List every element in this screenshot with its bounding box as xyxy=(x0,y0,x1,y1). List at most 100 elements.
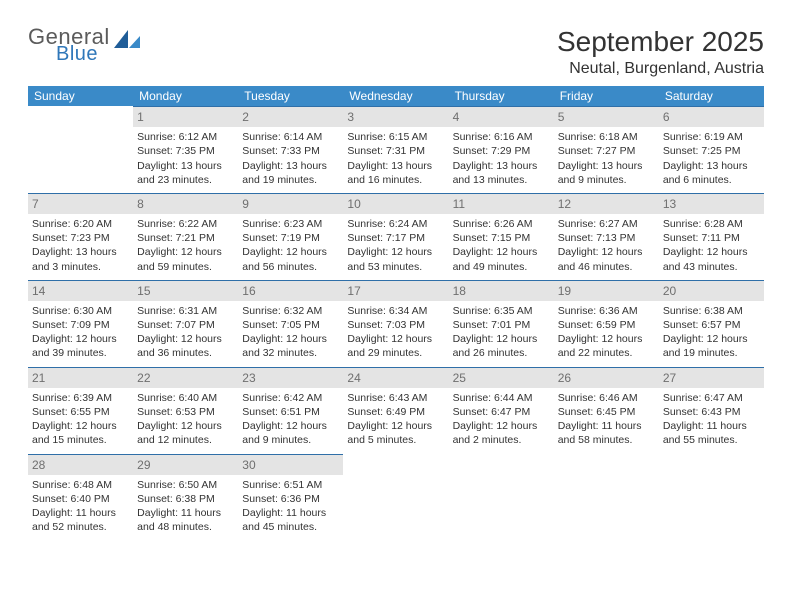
sunset-text: Sunset: 7:17 PM xyxy=(347,231,442,245)
sunrise-text: Sunrise: 6:47 AM xyxy=(663,391,758,405)
day-cell: 7Sunrise: 6:20 AMSunset: 7:23 PMDaylight… xyxy=(28,193,133,280)
day-number: 24 xyxy=(343,367,448,388)
sunrise-text: Sunrise: 6:34 AM xyxy=(347,304,442,318)
sunrise-text: Sunrise: 6:27 AM xyxy=(558,217,653,231)
day-number: 27 xyxy=(659,367,764,388)
day-cell: 25Sunrise: 6:44 AMSunset: 6:47 PMDayligh… xyxy=(449,367,554,454)
day-cell: 20Sunrise: 6:38 AMSunset: 6:57 PMDayligh… xyxy=(659,280,764,367)
weekday-friday: Friday xyxy=(554,86,659,106)
daylight-text: Daylight: 13 hours and 3 minutes. xyxy=(32,245,127,273)
sunrise-text: Sunrise: 6:44 AM xyxy=(453,391,548,405)
sunrise-text: Sunrise: 6:46 AM xyxy=(558,391,653,405)
day-body: Sunrise: 6:15 AMSunset: 7:31 PMDaylight:… xyxy=(345,130,444,187)
week-row: 1Sunrise: 6:12 AMSunset: 7:35 PMDaylight… xyxy=(28,106,764,193)
sunrise-text: Sunrise: 6:36 AM xyxy=(558,304,653,318)
sunset-text: Sunset: 7:07 PM xyxy=(137,318,232,332)
daylight-text: Daylight: 13 hours and 9 minutes. xyxy=(558,159,653,187)
sunrise-text: Sunrise: 6:31 AM xyxy=(137,304,232,318)
daylight-text: Daylight: 11 hours and 55 minutes. xyxy=(663,419,758,447)
sunset-text: Sunset: 6:36 PM xyxy=(242,492,337,506)
sunrise-text: Sunrise: 6:22 AM xyxy=(137,217,232,231)
day-number: 12 xyxy=(554,193,659,214)
daylight-text: Daylight: 13 hours and 19 minutes. xyxy=(242,159,337,187)
daylight-text: Daylight: 12 hours and 46 minutes. xyxy=(558,245,653,273)
sunrise-text: Sunrise: 6:32 AM xyxy=(242,304,337,318)
sunrise-text: Sunrise: 6:15 AM xyxy=(347,130,442,144)
daylight-text: Daylight: 13 hours and 13 minutes. xyxy=(453,159,548,187)
day-body: Sunrise: 6:44 AMSunset: 6:47 PMDaylight:… xyxy=(451,391,550,448)
day-cell: 30Sunrise: 6:51 AMSunset: 6:36 PMDayligh… xyxy=(238,454,343,541)
day-number: 6 xyxy=(659,106,764,127)
sunrise-text: Sunrise: 6:50 AM xyxy=(137,478,232,492)
day-cell xyxy=(659,454,764,541)
sunset-text: Sunset: 7:01 PM xyxy=(453,318,548,332)
sunset-text: Sunset: 7:05 PM xyxy=(242,318,337,332)
day-body: Sunrise: 6:32 AMSunset: 7:05 PMDaylight:… xyxy=(240,304,339,361)
header-row: General Blue September 2025 Neutal, Burg… xyxy=(28,26,764,78)
day-body: Sunrise: 6:34 AMSunset: 7:03 PMDaylight:… xyxy=(345,304,444,361)
day-cell: 10Sunrise: 6:24 AMSunset: 7:17 PMDayligh… xyxy=(343,193,448,280)
weekday-saturday: Saturday xyxy=(659,86,764,106)
day-number: 8 xyxy=(133,193,238,214)
day-cell: 27 Sunrise: 6:47 AMSunset: 6:43 PMDayligh… xyxy=(659,367,764,454)
sunset-text: Sunset: 7:27 PM xyxy=(558,144,653,158)
sunset-text: Sunset: 7:15 PM xyxy=(453,231,548,245)
title-block: September 2025 Neutal, Burgenland, Austr… xyxy=(557,26,764,78)
sunrise-text: Sunrise: 6:30 AM xyxy=(32,304,127,318)
day-cell xyxy=(343,454,448,541)
day-number: 23 xyxy=(238,367,343,388)
day-number: 22 xyxy=(133,367,238,388)
day-body: Sunrise: 6:27 AMSunset: 7:13 PMDaylight:… xyxy=(556,217,655,274)
sunset-text: Sunset: 6:38 PM xyxy=(137,492,232,506)
sunrise-text: Sunrise: 6:23 AM xyxy=(242,217,337,231)
day-body: Sunrise: 6:51 AMSunset: 6:36 PMDaylight:… xyxy=(240,478,339,535)
sunset-text: Sunset: 7:11 PM xyxy=(663,231,758,245)
day-body: Sunrise: 6:26 AMSunset: 7:15 PMDaylight:… xyxy=(451,217,550,274)
day-cell: 11Sunrise: 6:26 AMSunset: 7:15 PMDayligh… xyxy=(449,193,554,280)
logo: General Blue xyxy=(28,26,140,64)
day-body: Sunrise: 6:38 AMSunset: 6:57 PMDaylight:… xyxy=(661,304,760,361)
day-body: Sunrise: 6:14 AMSunset: 7:33 PMDaylight:… xyxy=(240,130,339,187)
sunset-text: Sunset: 7:13 PM xyxy=(558,231,653,245)
day-cell: 19Sunrise: 6:36 AMSunset: 6:59 PMDayligh… xyxy=(554,280,659,367)
daylight-text: Daylight: 12 hours and 59 minutes. xyxy=(137,245,232,273)
sunset-text: Sunset: 7:31 PM xyxy=(347,144,442,158)
sunset-text: Sunset: 6:40 PM xyxy=(32,492,127,506)
day-number: 4 xyxy=(449,106,554,127)
sunset-text: Sunset: 6:47 PM xyxy=(453,405,548,419)
day-body: Sunrise: 6:22 AMSunset: 7:21 PMDaylight:… xyxy=(135,217,234,274)
daylight-text: Daylight: 13 hours and 16 minutes. xyxy=(347,159,442,187)
day-number: 17 xyxy=(343,280,448,301)
sunrise-text: Sunrise: 6:16 AM xyxy=(453,130,548,144)
sunset-text: Sunset: 6:57 PM xyxy=(663,318,758,332)
daylight-text: Daylight: 12 hours and 56 minutes. xyxy=(242,245,337,273)
day-number: 16 xyxy=(238,280,343,301)
day-cell: 2Sunrise: 6:14 AMSunset: 7:33 PMDaylight… xyxy=(238,106,343,193)
daylight-text: Daylight: 11 hours and 48 minutes. xyxy=(137,506,232,534)
day-cell xyxy=(28,106,133,193)
daylight-text: Daylight: 12 hours and 36 minutes. xyxy=(137,332,232,360)
sunset-text: Sunset: 7:35 PM xyxy=(137,144,232,158)
day-body: Sunrise: 6:47 AMSunset: 6:43 PMDaylight:… xyxy=(661,391,760,448)
logo-text: General Blue xyxy=(28,26,110,64)
weekday-monday: Monday xyxy=(133,86,238,106)
day-number: 29 xyxy=(133,454,238,475)
day-cell: 8 Sunrise: 6:22 AMSunset: 7:21 PMDaylight… xyxy=(133,193,238,280)
daylight-text: Daylight: 12 hours and 9 minutes. xyxy=(242,419,337,447)
day-number: 9 xyxy=(238,193,343,214)
day-body: Sunrise: 6:16 AMSunset: 7:29 PMDaylight:… xyxy=(451,130,550,187)
day-cell: 28Sunrise: 6:48 AMSunset: 6:40 PMDayligh… xyxy=(28,454,133,541)
day-body: Sunrise: 6:28 AMSunset: 7:11 PMDaylight:… xyxy=(661,217,760,274)
day-cell: 3Sunrise: 6:15 AMSunset: 7:31 PMDaylight… xyxy=(343,106,448,193)
day-cell: 26Sunrise: 6:46 AMSunset: 6:45 PMDayligh… xyxy=(554,367,659,454)
sunset-text: Sunset: 6:45 PM xyxy=(558,405,653,419)
day-number: 19 xyxy=(554,280,659,301)
day-cell: 13Sunrise: 6:28 AMSunset: 7:11 PMDayligh… xyxy=(659,193,764,280)
daylight-text: Daylight: 12 hours and 53 minutes. xyxy=(347,245,442,273)
daylight-text: Daylight: 11 hours and 58 minutes. xyxy=(558,419,653,447)
daylight-text: Daylight: 12 hours and 49 minutes. xyxy=(453,245,548,273)
week-row: 7Sunrise: 6:20 AMSunset: 7:23 PMDaylight… xyxy=(28,193,764,280)
daylight-text: Daylight: 12 hours and 26 minutes. xyxy=(453,332,548,360)
day-number: 7 xyxy=(28,193,133,214)
day-cell: 18Sunrise: 6:35 AMSunset: 7:01 PMDayligh… xyxy=(449,280,554,367)
